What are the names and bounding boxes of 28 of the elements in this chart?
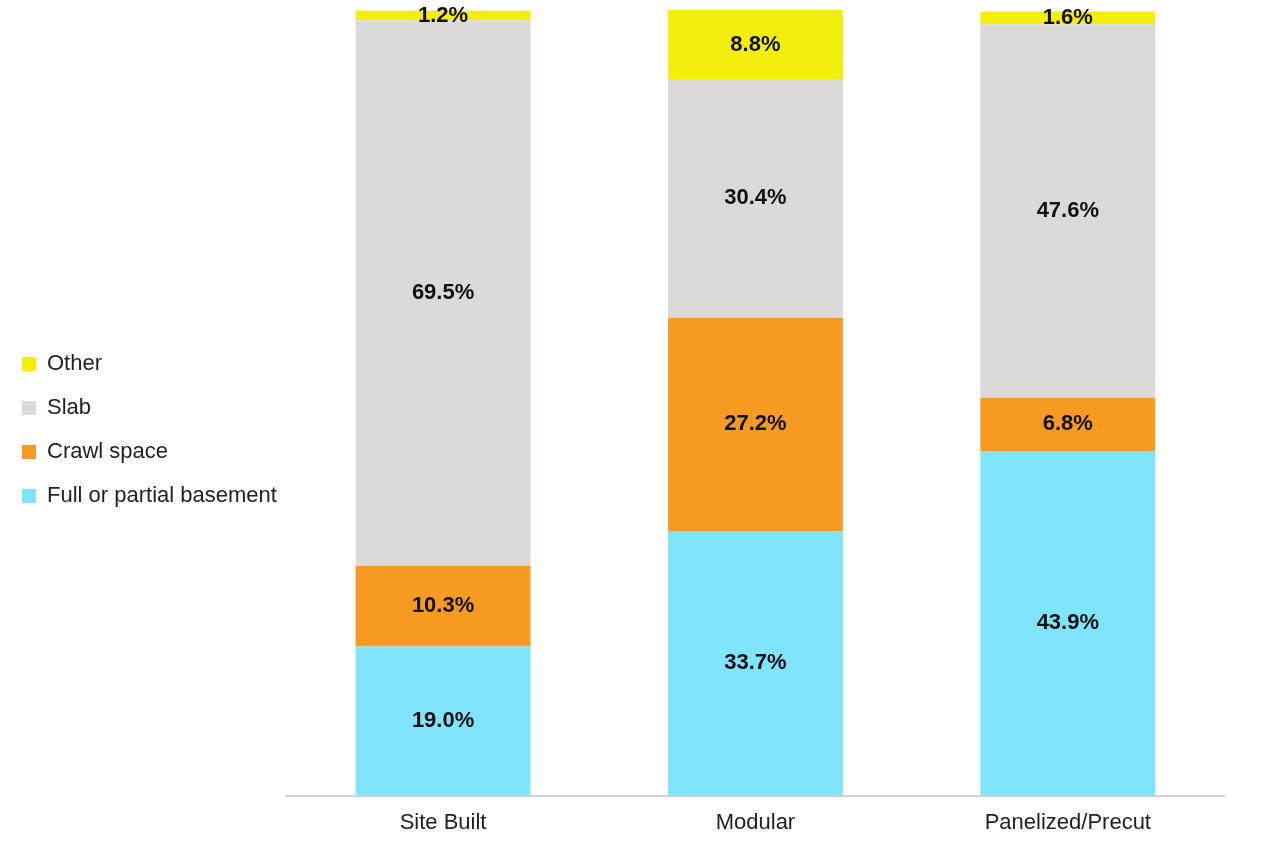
data-label: 33.7% [724, 649, 787, 675]
x-tick-label: Panelized/Precut [984, 808, 1151, 834]
bar [667, 531, 843, 796]
data-label: 30.4% [724, 184, 787, 210]
legend-label: Full or partial basement [47, 482, 277, 508]
data-label: 69.5% [411, 278, 475, 304]
data-label: 6.8% [1042, 410, 1093, 436]
bar [980, 451, 1156, 796]
data-label: 8.8% [730, 30, 781, 56]
x-tick-label: Site Built [399, 808, 487, 834]
data-label: 1.6% [1042, 3, 1093, 29]
bar [355, 565, 531, 647]
legend-label: Crawl space [47, 438, 169, 464]
legend-label: Slab [47, 394, 92, 420]
bar [980, 397, 1156, 452]
data-label: 27.2% [724, 410, 787, 436]
x-tick-label: Modular [715, 808, 796, 834]
bar [667, 79, 843, 318]
bar [980, 24, 1156, 398]
legend-label: Other [47, 350, 103, 376]
data-label: 43.9% [1036, 609, 1100, 635]
data-label: 10.3% [411, 592, 475, 618]
bar [355, 646, 531, 796]
bar [355, 20, 531, 566]
bar [667, 317, 843, 532]
bar [667, 10, 843, 80]
data-label: 47.6% [1036, 196, 1100, 222]
data-label: 19.0% [411, 707, 475, 733]
